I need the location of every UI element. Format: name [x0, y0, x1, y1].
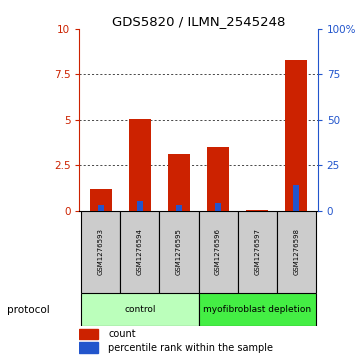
Bar [286, 60, 307, 211]
Bar [207, 147, 229, 211]
Text: control: control [124, 305, 156, 314]
Bar [238, 211, 277, 293]
Text: GSM1276594: GSM1276594 [137, 228, 143, 275]
Bar [98, 205, 104, 211]
Bar [121, 211, 160, 293]
Text: protocol: protocol [7, 305, 50, 315]
Bar [90, 189, 112, 211]
Bar [160, 211, 199, 293]
Bar [81, 211, 121, 293]
Bar [277, 211, 316, 293]
Text: GSM1276595: GSM1276595 [176, 228, 182, 275]
Bar [79, 329, 99, 339]
Bar [199, 293, 316, 326]
Bar [293, 185, 299, 211]
Text: GSM1276597: GSM1276597 [254, 228, 260, 275]
Text: GSM1276598: GSM1276598 [293, 228, 299, 275]
Title: GDS5820 / ILMN_2545248: GDS5820 / ILMN_2545248 [112, 15, 285, 28]
Text: count: count [108, 329, 136, 339]
Text: GSM1276593: GSM1276593 [98, 228, 104, 275]
Bar [247, 210, 268, 211]
Bar [129, 119, 151, 211]
Bar [168, 154, 190, 211]
Text: myofibroblast depletion: myofibroblast depletion [203, 305, 311, 314]
Bar [79, 342, 99, 353]
Text: percentile rank within the sample: percentile rank within the sample [108, 343, 273, 352]
Bar [81, 293, 199, 326]
Bar [199, 211, 238, 293]
Bar [176, 205, 182, 211]
Bar [215, 203, 221, 211]
Text: GSM1276596: GSM1276596 [215, 228, 221, 275]
Bar [137, 201, 143, 211]
